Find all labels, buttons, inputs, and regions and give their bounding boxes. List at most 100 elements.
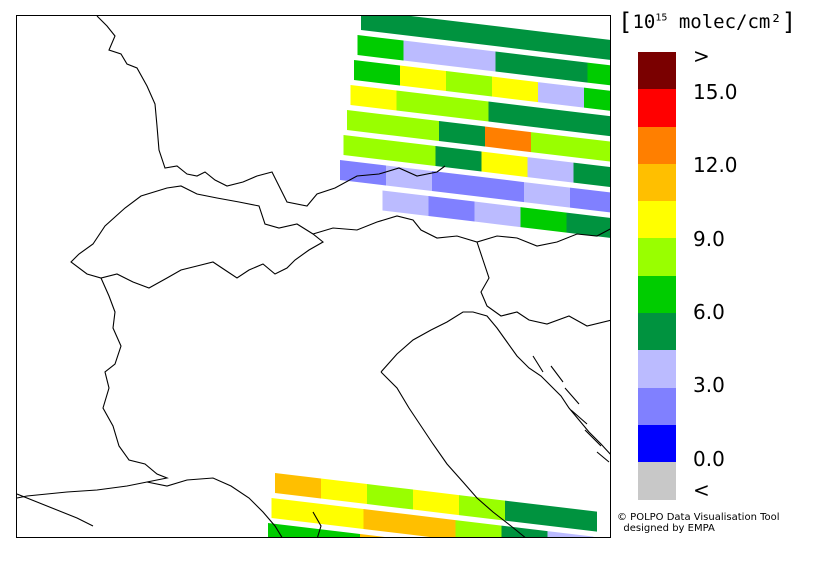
colorbar — [638, 52, 676, 500]
swath-pixel — [520, 207, 567, 233]
swath-pixel — [459, 495, 505, 521]
swath-pixel — [363, 509, 410, 535]
swath-pixel — [432, 171, 478, 197]
swath-pixel — [577, 137, 610, 162]
swath-pixel — [275, 473, 321, 499]
border-austria-italy — [312, 215, 610, 247]
colorbar-swatch — [638, 163, 676, 202]
colorbar-label-above: > — [693, 44, 710, 68]
swath-pixel — [492, 76, 538, 103]
swath-pixel — [347, 110, 393, 136]
border-slovenia-croatia — [476, 241, 610, 327]
swath-pixel — [505, 500, 551, 527]
swath-pixel — [413, 489, 459, 516]
swath-pixel — [527, 157, 574, 183]
swath-pixel — [570, 187, 610, 213]
swath-pixel — [271, 498, 318, 524]
swath-pixel — [367, 484, 413, 510]
swath-pixel — [591, 37, 610, 60]
swath-pixel — [495, 51, 542, 78]
swath-pixel — [435, 146, 482, 172]
swath-pixel — [478, 176, 524, 203]
border-italy-france-west — [17, 277, 169, 499]
swath-pixel — [449, 46, 496, 72]
border-switzerland — [70, 185, 324, 289]
swath-pixel — [314, 528, 360, 537]
border-france-east — [96, 16, 446, 207]
coast-adriatic-north — [380, 311, 610, 455]
swath-pixel — [400, 65, 446, 92]
swath-pixel — [389, 140, 436, 167]
map-panel[interactable] — [16, 15, 611, 538]
swath-pixel — [524, 182, 570, 208]
colorbar-label-3: 3.0 — [693, 373, 725, 397]
swath-pixel — [534, 107, 581, 133]
swath-pixel — [584, 87, 610, 111]
colorbar-label-15: 15.0 — [693, 80, 738, 104]
colorbar-swatch — [638, 350, 676, 388]
swath-pixel — [580, 112, 610, 137]
swath-pixel — [403, 40, 450, 67]
credit-line-1: © POLPO Data Visualisation Tool — [617, 512, 780, 523]
swath-pixel — [321, 478, 367, 505]
colorbar-label-0: 0.0 — [693, 447, 725, 471]
colorbar-swatch — [638, 387, 676, 425]
swath-pixel — [360, 534, 385, 537]
swath-pixel — [551, 506, 597, 532]
swath-pixel — [485, 126, 531, 153]
swath-pixel — [354, 60, 400, 86]
swath-pixel — [382, 190, 429, 217]
swath-pixel — [407, 16, 453, 42]
satellite-swaths — [268, 16, 610, 537]
swath-pixel — [531, 132, 577, 158]
colorbar-swatch — [638, 89, 676, 127]
swath-pixel — [545, 32, 591, 58]
colorbar-swatch — [638, 462, 676, 500]
country-borders — [17, 16, 610, 537]
swath-pixel — [455, 520, 502, 537]
colorbar-swatch — [638, 201, 676, 239]
swath-pixel — [361, 16, 407, 36]
coast-france-south — [17, 493, 94, 527]
swath-pixel — [573, 162, 610, 187]
swath-pixel — [396, 90, 443, 117]
swath-pixel — [501, 525, 548, 537]
swath-pixel — [547, 531, 594, 537]
islands-croatia — [532, 355, 610, 463]
swath-pixel — [386, 165, 432, 192]
map-canvas — [17, 16, 610, 537]
swath-pixel — [357, 35, 404, 61]
swath-pixel — [343, 135, 390, 161]
coast-liguria — [146, 477, 283, 537]
swath-pixel — [439, 121, 485, 147]
colorbar-label-12: 12.0 — [693, 153, 738, 177]
colorbar-swatch — [638, 126, 676, 164]
corsica-tip — [312, 511, 322, 537]
swath-pixel — [538, 82, 584, 108]
colorbar-swatch — [638, 52, 676, 90]
swath-pixel — [409, 514, 456, 537]
colorbar-swatch — [638, 275, 676, 314]
colorbar-label-9: 9.0 — [693, 227, 725, 251]
swath-pixel — [488, 101, 535, 128]
swath-pixel — [481, 151, 528, 178]
swath-pixel — [393, 115, 439, 142]
colorbar-swatch — [638, 313, 676, 351]
credit-text: © POLPO Data Visualisation Tool designed… — [617, 512, 780, 534]
colorbar-swatch — [638, 238, 676, 276]
colorbar-label-6: 6.0 — [693, 300, 725, 324]
swath-pixel — [453, 21, 499, 47]
swath-pixel — [587, 62, 610, 86]
units-label: [1015 molec/cm²] — [618, 8, 797, 36]
swath-pixel — [566, 212, 610, 238]
swath-pixel — [350, 85, 397, 111]
swath-pixel — [474, 201, 521, 228]
swath-pixel — [442, 96, 489, 122]
swath-pixel — [317, 503, 364, 530]
swath-pixel — [446, 71, 492, 97]
coast-italy-east — [380, 371, 526, 537]
swath-pixel — [499, 26, 545, 53]
swath-pixel — [541, 57, 588, 83]
credit-line-2: designed by EMPA — [617, 523, 715, 534]
swath-pixel — [428, 196, 475, 222]
